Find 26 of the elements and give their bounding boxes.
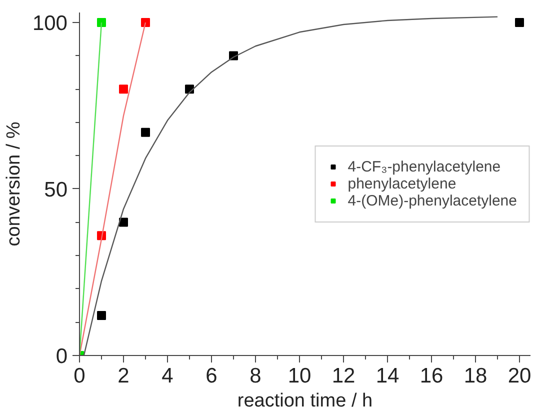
x-tick-label: 4 [162, 364, 174, 388]
x-tick-label: 12 [332, 364, 356, 388]
x-tick-label: 0 [74, 364, 86, 388]
x-axis-title: reaction time / h [237, 390, 373, 412]
point [119, 84, 128, 94]
legend-label: 4-CF₃-phenylacetylene [348, 158, 501, 175]
y-tick-label: 50 [44, 178, 68, 202]
point [141, 128, 150, 137]
x-tick-label: 18 [464, 364, 488, 388]
y-tick-label: 100 [32, 12, 68, 35]
x-tick-label: 20 [508, 364, 532, 388]
legend-label: phenylacetylene [348, 175, 456, 192]
point [97, 18, 106, 27]
point [515, 18, 524, 27]
x-tick-label: 2 [118, 364, 130, 388]
x-tick-label: 16 [420, 364, 444, 388]
legend-label: 4-(OMe)-phenylacetylene [348, 192, 517, 209]
x-tick-label: 8 [250, 364, 262, 388]
x-tick-label: 14 [376, 364, 400, 388]
x-tick-label: 10 [288, 364, 312, 388]
point [97, 311, 106, 320]
y-tick-label: 0 [56, 345, 68, 368]
y-axis-title: conversion / % [3, 122, 24, 246]
point [119, 218, 128, 227]
x-tick-label: 6 [206, 364, 218, 388]
point [141, 18, 150, 27]
